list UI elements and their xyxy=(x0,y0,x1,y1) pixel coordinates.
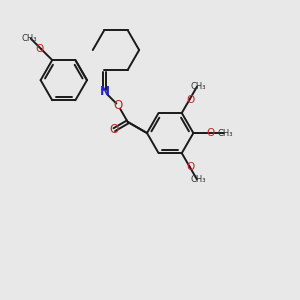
Text: CH₃: CH₃ xyxy=(191,82,206,91)
Text: O: O xyxy=(187,161,195,172)
Text: O: O xyxy=(187,94,195,105)
Text: CH₃: CH₃ xyxy=(22,34,37,43)
Text: CH₃: CH₃ xyxy=(191,175,206,184)
Text: O: O xyxy=(206,128,214,138)
Text: N: N xyxy=(99,85,110,98)
Text: CH₃: CH₃ xyxy=(218,129,233,138)
Text: O: O xyxy=(113,99,123,112)
Text: O: O xyxy=(110,123,119,136)
Text: O: O xyxy=(36,44,44,54)
